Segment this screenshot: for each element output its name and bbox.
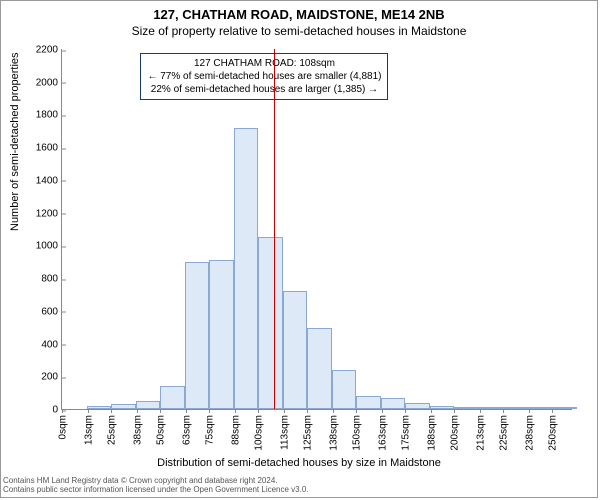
y-tick: 200 (41, 372, 62, 383)
x-tick: 138sqm (326, 415, 339, 451)
histogram-bar (258, 237, 283, 409)
x-tick-mark (333, 409, 334, 413)
x-tick-mark (454, 409, 455, 413)
annotation-line-2: ← 77% of semi-detached houses are smalle… (147, 70, 381, 83)
histogram-bar (111, 404, 136, 409)
histogram-bar (136, 401, 161, 409)
y-tick: 2200 (36, 45, 62, 56)
y-tick: 1400 (36, 175, 62, 186)
histogram-bar (430, 406, 455, 409)
histogram-bar (234, 128, 259, 409)
x-tick-mark (382, 409, 383, 413)
histogram-bar (405, 403, 430, 409)
histogram-bar (381, 398, 406, 409)
x-tick: 150sqm (350, 415, 363, 451)
x-tick-mark (431, 409, 432, 413)
x-axis-label: Distribution of semi-detached houses by … (1, 457, 597, 469)
x-tick: 25sqm (105, 415, 118, 445)
x-tick: 75sqm (203, 415, 216, 445)
x-tick-mark (480, 409, 481, 413)
x-tick: 38sqm (130, 415, 143, 445)
chart-container: 127, CHATHAM ROAD, MAIDSTONE, ME14 2NB S… (0, 0, 598, 498)
x-tick-mark (258, 409, 259, 413)
page-subtitle: Size of property relative to semi-detach… (1, 22, 597, 42)
x-tick: 163sqm (375, 415, 388, 451)
x-tick-mark (186, 409, 187, 413)
histogram-bar (332, 370, 357, 409)
x-tick: 213sqm (473, 415, 486, 451)
x-tick-mark (235, 409, 236, 413)
x-tick: 50sqm (154, 415, 167, 445)
x-tick: 125sqm (301, 415, 314, 451)
histogram-bar (185, 262, 210, 409)
x-tick: 63sqm (179, 415, 192, 445)
x-tick: 238sqm (522, 415, 535, 451)
histogram-bar (503, 407, 528, 409)
y-tick: 600 (41, 306, 62, 317)
y-axis-label: Number of semi-detached properties (9, 52, 21, 231)
x-tick-mark (356, 409, 357, 413)
histogram-bar (454, 407, 479, 409)
y-tick: 0 (52, 405, 62, 416)
x-tick-mark (503, 409, 504, 413)
x-tick-mark (62, 409, 63, 413)
marker-annotation: 127 CHATHAM ROAD: 108sqm ← 77% of semi-d… (140, 53, 388, 100)
y-tick: 1800 (36, 110, 62, 121)
histogram-bar (552, 407, 577, 409)
y-tick: 1600 (36, 143, 62, 154)
x-tick: 188sqm (424, 415, 437, 451)
histogram-bar (528, 407, 553, 409)
annotation-line-1: 127 CHATHAM ROAD: 108sqm (147, 57, 381, 70)
x-tick: 200sqm (448, 415, 461, 451)
x-tick: 175sqm (399, 415, 412, 451)
y-tick: 400 (41, 339, 62, 350)
histogram-bar (356, 396, 381, 409)
histogram-bar (307, 328, 332, 409)
histogram-bar (160, 386, 185, 409)
y-tick: 2000 (36, 77, 62, 88)
histogram-bar (87, 406, 112, 409)
histogram-bar (283, 291, 308, 409)
x-tick-mark (405, 409, 406, 413)
x-tick-mark (284, 409, 285, 413)
histogram-bar (479, 407, 504, 409)
x-tick: 88sqm (228, 415, 241, 445)
x-tick-mark (529, 409, 530, 413)
x-tick-mark (307, 409, 308, 413)
y-tick: 800 (41, 274, 62, 285)
x-tick-mark (111, 409, 112, 413)
x-tick: 250sqm (546, 415, 559, 451)
footer: Contains HM Land Registry data © Crown c… (3, 477, 599, 495)
y-tick: 1200 (36, 208, 62, 219)
x-tick-mark (88, 409, 89, 413)
histogram-bar (209, 260, 234, 409)
footer-line-2: Contains public sector information licen… (3, 486, 599, 495)
x-tick: 225sqm (497, 415, 510, 451)
x-tick-mark (160, 409, 161, 413)
x-tick-mark (209, 409, 210, 413)
page-title: 127, CHATHAM ROAD, MAIDSTONE, ME14 2NB (1, 1, 597, 22)
x-tick: 100sqm (252, 415, 265, 451)
y-tick: 1000 (36, 241, 62, 252)
x-tick: 13sqm (81, 415, 94, 445)
plot-area: 127 CHATHAM ROAD: 108sqm ← 77% of semi-d… (61, 49, 572, 410)
marker-line (274, 49, 275, 409)
annotation-line-3: 22% of semi-detached houses are larger (… (147, 83, 381, 96)
x-tick: 113sqm (277, 415, 290, 450)
x-tick-mark (137, 409, 138, 413)
x-tick: 0sqm (56, 415, 69, 439)
x-tick-mark (552, 409, 553, 413)
